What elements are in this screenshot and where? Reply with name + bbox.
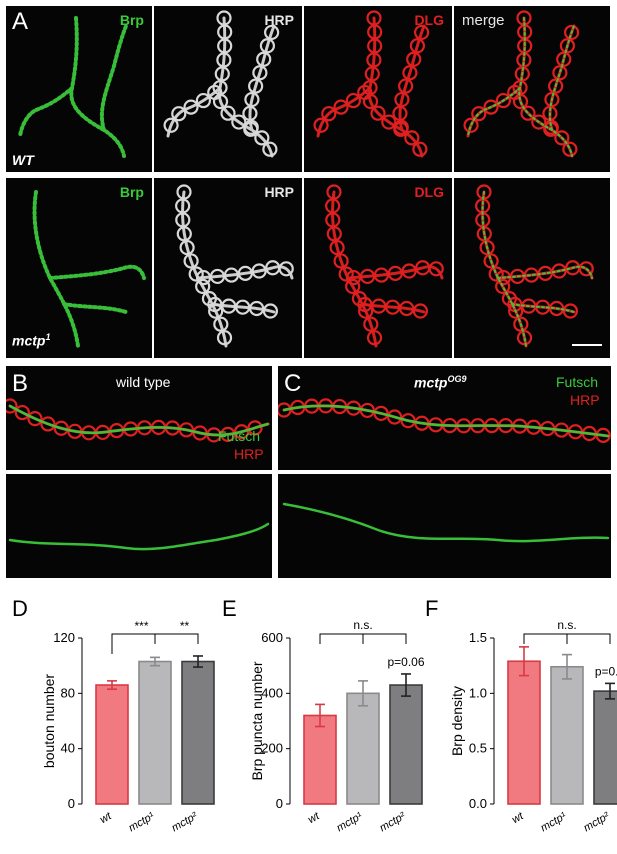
channel-label-dlg: DLG: [414, 12, 444, 28]
bar-3: [593, 690, 617, 805]
y-tick-label: 0: [276, 796, 283, 811]
y-tick-label: 0.0: [469, 796, 487, 811]
significance-label: n.s.: [557, 618, 576, 632]
genotype-label-mctp1: mctp1: [12, 332, 51, 349]
chart-f: 0.0 0.5 1.0 1.5 Brp density wt mctp¹ mctp² n.s. p…: [449, 618, 617, 834]
x-tick-label: wt: [98, 810, 114, 826]
panel-letter-b: B: [12, 370, 29, 397]
chart-letter-d: D: [12, 596, 28, 621]
panel-c-title: mctpOG9: [414, 374, 467, 391]
y-axis-label: bouton number: [41, 674, 57, 769]
image-mctp-merge: [454, 178, 610, 358]
image-wt-dlg: DLG: [304, 6, 452, 172]
x-tick-label: mctp¹: [335, 810, 365, 834]
y-tick-label: 600: [261, 630, 283, 645]
y-tick-label: 80: [61, 685, 75, 700]
bar-2: [550, 665, 584, 805]
channel-label-brp-2: Brp: [119, 184, 144, 200]
panel-letter-a: A: [12, 8, 29, 35]
image-wt-futsch: [6, 474, 272, 578]
x-tick-label: mctp¹: [539, 810, 569, 834]
bar-1: [303, 714, 337, 805]
x-tick-label: mctp²: [378, 810, 408, 834]
image-wt-futsch-hrp: B wild type Futsch HRP: [6, 366, 272, 470]
image-mctp-hrp: HRP: [154, 178, 302, 358]
bar-2: [138, 660, 172, 805]
label-hrp-2: HRP: [570, 392, 600, 408]
y-tick-label: 400: [261, 685, 283, 700]
channel-label-dlg-2: DLG: [414, 184, 444, 200]
image-wt-brp: A Brp WT: [6, 6, 152, 172]
chart-letter-e: E: [222, 596, 237, 621]
image-mctp-dlg: DLG: [304, 178, 452, 358]
genotype-label-wt: WT: [12, 152, 34, 168]
label-futsch-2: Futsch: [556, 374, 599, 390]
significance-label: **: [180, 619, 190, 633]
y-tick-label: 120: [53, 630, 75, 645]
image-og9-futsch: [278, 474, 611, 578]
bar-1: [95, 684, 129, 805]
significance-label: n.s.: [353, 618, 372, 632]
bar-3: [181, 660, 215, 805]
p-value-label: p=0.1: [595, 664, 617, 678]
image-mctp-brp: Brp mctp1: [6, 178, 152, 358]
chart-e: 0 200 400 600 Brp puncta number wt mctp¹ mctp² n…: [249, 618, 425, 834]
y-axis-label: Brp puncta number: [249, 661, 265, 780]
x-tick-label: wt: [306, 810, 322, 826]
y-tick-label: 40: [61, 741, 75, 756]
label-futsch: Futsch: [218, 428, 261, 444]
image-wt-hrp: HRP: [154, 6, 302, 172]
x-tick-label: wt: [510, 810, 526, 826]
y-axis-label: Brp density: [449, 686, 465, 756]
channel-label-hrp-2: HRP: [264, 184, 294, 200]
y-tick-label: 1.0: [469, 685, 487, 700]
panel-letter-c: C: [284, 370, 302, 397]
image-og9-futsch-hrp: C mctpOG9 Futsch HRP: [278, 366, 611, 470]
x-tick-label: mctp²: [170, 810, 200, 834]
y-tick-label: 200: [261, 741, 283, 756]
y-tick-label: 0.5: [469, 741, 487, 756]
channel-label-brp: Brp: [119, 12, 144, 28]
channel-label-hrp: HRP: [264, 12, 294, 28]
panel-b-title: wild type: [116, 374, 171, 390]
label-hrp: HRP: [234, 446, 264, 462]
x-tick-label: mctp¹: [127, 810, 157, 834]
scale-bar: [572, 344, 602, 346]
x-tick-label: mctp²: [582, 810, 612, 834]
image-wt-merge: merge: [454, 6, 610, 172]
p-value-label: p=0.06: [387, 655, 424, 669]
chart-letter-f: F: [425, 596, 439, 621]
significance-label: ***: [134, 619, 148, 633]
y-tick-label: 1.5: [469, 630, 487, 645]
bar-2: [346, 692, 380, 805]
y-tick-label: 0: [68, 796, 75, 811]
bar-3: [389, 684, 423, 805]
bar-1: [507, 660, 541, 805]
channel-label-merge: merge: [462, 12, 505, 29]
